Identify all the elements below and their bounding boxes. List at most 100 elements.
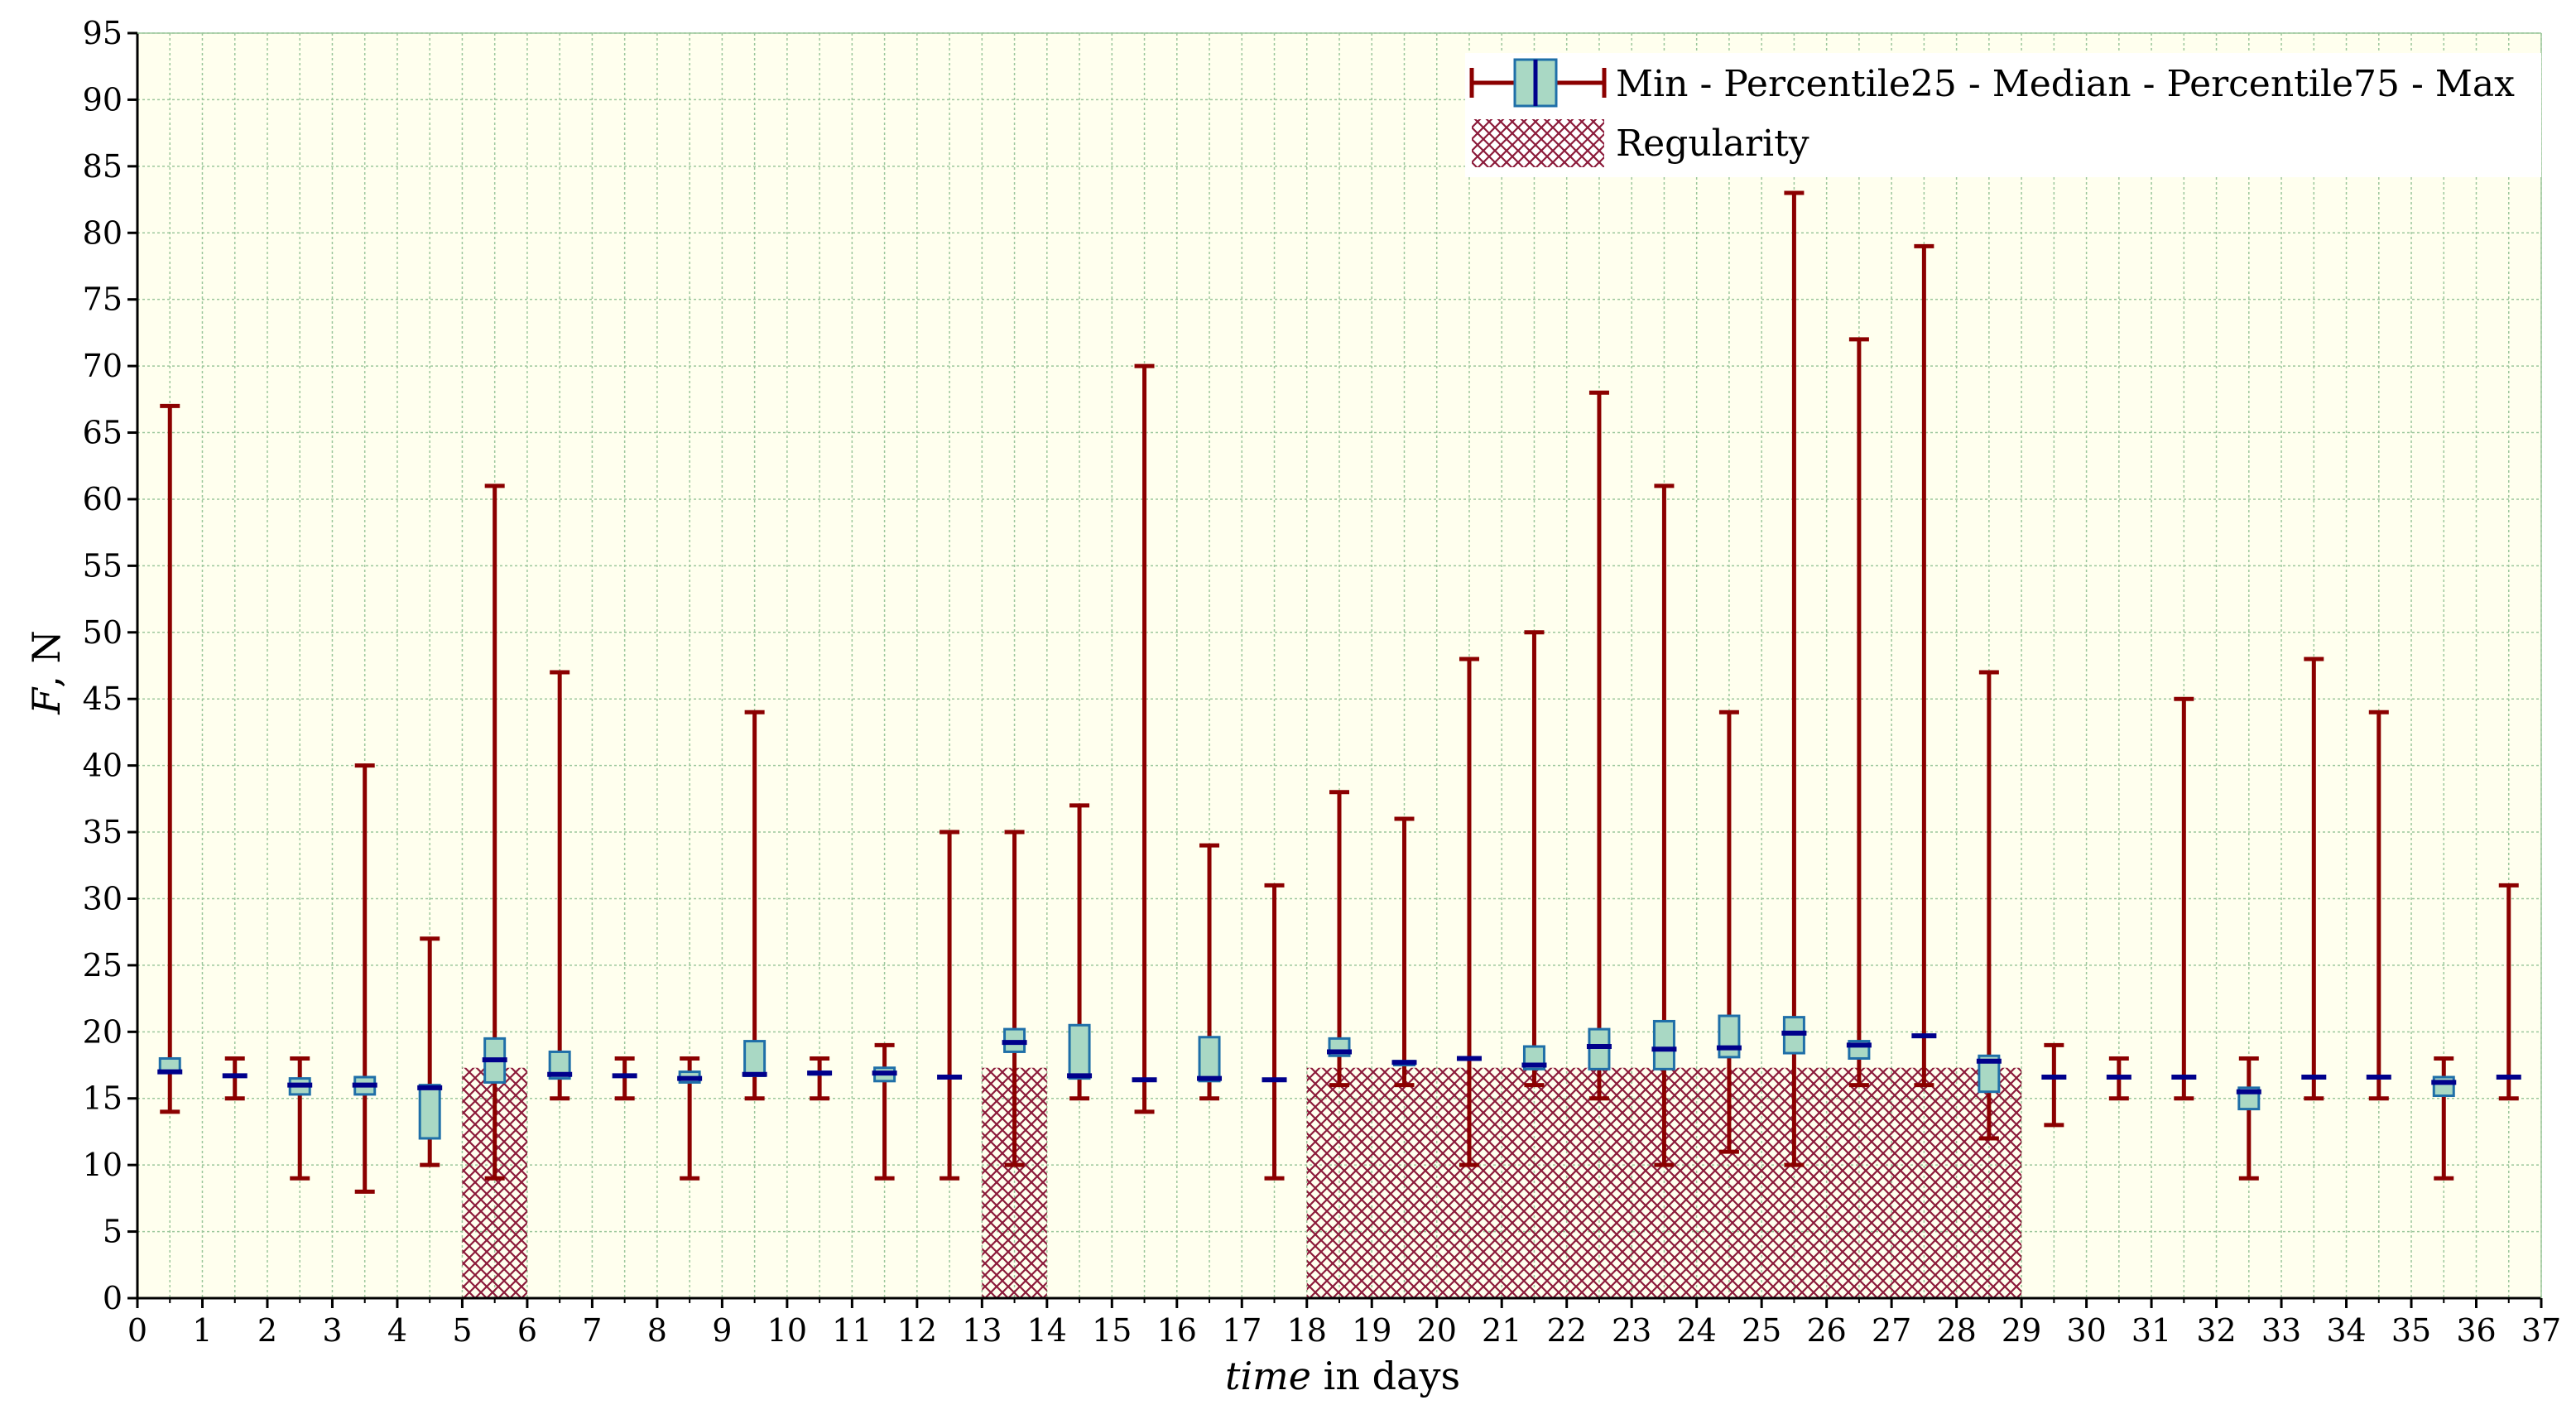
y-tick-label: 5 xyxy=(103,1214,123,1250)
y-tick-label: 35 xyxy=(83,814,123,850)
y-tick-label: 10 xyxy=(83,1147,123,1183)
x-tick-label: 11 xyxy=(832,1312,872,1349)
box-item xyxy=(1651,483,1677,1167)
box-item xyxy=(352,763,377,1194)
x-tick-label: 20 xyxy=(1417,1312,1457,1349)
box-item xyxy=(1846,337,1872,1088)
x-tick-label: 12 xyxy=(897,1312,937,1349)
tick-labels: 0 1 2 3 4 5 6 7 8 9 10 11 12 13 14 15 16 17 18 19 20 21 22 23 24… xyxy=(83,15,2562,1349)
x-tick-label: 4 xyxy=(387,1312,407,1349)
box-item xyxy=(2301,657,2327,1101)
box-item xyxy=(287,1056,313,1181)
y-tick-label: 45 xyxy=(83,681,123,717)
legend-box-label: Min - Percentile25 - Median - Percentile… xyxy=(1616,63,2515,105)
y-axis-label-italic: F xyxy=(24,686,69,715)
box-item xyxy=(1586,390,1612,1101)
y-tick-label: 30 xyxy=(83,880,123,916)
y-tick-label: 70 xyxy=(83,348,123,384)
y-tick-label: 60 xyxy=(83,481,123,517)
x-tick-label: 31 xyxy=(2131,1312,2171,1349)
x-axis-label-rest: in days xyxy=(1311,1354,1460,1398)
x-tick-label: 6 xyxy=(517,1312,537,1349)
x-tick-label: 23 xyxy=(1612,1312,1651,1349)
box-item xyxy=(937,830,963,1181)
x-tick-label: 30 xyxy=(2066,1312,2106,1349)
box-item xyxy=(2106,1056,2131,1101)
box-item xyxy=(2431,1056,2457,1181)
box-item xyxy=(1197,843,1223,1101)
box-item xyxy=(612,1056,637,1101)
x-tick-label: 28 xyxy=(1936,1312,1976,1349)
box-item xyxy=(2171,696,2197,1101)
y-tick-label: 85 xyxy=(83,148,123,185)
x-tick-label: 17 xyxy=(1222,1312,1262,1349)
box-item xyxy=(1067,803,1093,1101)
box-item xyxy=(742,710,767,1101)
y-axis-label-rest: , N xyxy=(24,630,69,688)
box-item xyxy=(1716,710,1742,1154)
box-item xyxy=(1456,657,1482,1167)
x-tick-label: 34 xyxy=(2326,1312,2366,1349)
x-axis-label: time in days xyxy=(1225,1354,1460,1398)
box-item xyxy=(2366,710,2391,1101)
y-tick-label: 15 xyxy=(83,1080,123,1117)
box-item xyxy=(1521,630,1547,1088)
box-item xyxy=(417,936,443,1167)
x-tick-label: 1 xyxy=(192,1312,212,1349)
x-tick-label: 7 xyxy=(582,1312,602,1349)
box-item xyxy=(222,1056,248,1101)
x-tick-label: 33 xyxy=(2261,1312,2301,1349)
box-item xyxy=(2236,1056,2261,1181)
x-tick-label: 24 xyxy=(1676,1312,1716,1349)
y-tick-label: 75 xyxy=(83,281,123,318)
y-tick-label: 50 xyxy=(83,614,123,651)
box-item xyxy=(1262,883,1287,1181)
box-iqr xyxy=(1652,1019,1675,1070)
x-tick-label: 14 xyxy=(1027,1312,1067,1349)
legend-background xyxy=(1465,53,2541,177)
x-tick-label: 29 xyxy=(2002,1312,2041,1349)
x-tick-label: 16 xyxy=(1157,1312,1197,1349)
x-tick-label: 37 xyxy=(2521,1312,2561,1349)
box-item xyxy=(807,1056,833,1101)
x-tick-label: 35 xyxy=(2391,1312,2431,1349)
x-tick-label: 0 xyxy=(127,1312,147,1349)
box-item xyxy=(872,1042,897,1181)
x-tick-label: 9 xyxy=(712,1312,732,1349)
box-item xyxy=(677,1056,703,1181)
box-item xyxy=(2041,1042,2067,1128)
x-axis-label-italic: time xyxy=(1225,1354,1311,1398)
x-tick-label: 26 xyxy=(1806,1312,1846,1349)
box-item xyxy=(1132,363,1157,1114)
y-tick-label: 65 xyxy=(83,415,123,451)
box-item xyxy=(1911,243,1937,1088)
y-tick-label: 25 xyxy=(83,947,123,984)
box-item xyxy=(1781,190,1807,1167)
box-iqr xyxy=(2432,1075,2455,1098)
box-iqr xyxy=(1068,1023,1091,1080)
x-tick-label: 2 xyxy=(257,1312,277,1349)
box-iqr xyxy=(1198,1036,1221,1083)
x-tick-label: 27 xyxy=(1872,1312,1911,1349)
box-item xyxy=(1327,790,1352,1088)
y-tick-label: 55 xyxy=(83,547,123,584)
x-tick-label: 13 xyxy=(962,1312,1002,1349)
x-tick-label: 36 xyxy=(2456,1312,2496,1349)
y-axis-label: F, N xyxy=(24,630,69,714)
box-iqr xyxy=(418,1084,441,1140)
y-tick-label: 95 xyxy=(83,15,123,51)
box-item xyxy=(547,670,573,1101)
y-tick-label: 80 xyxy=(83,214,123,251)
y-tick-label: 20 xyxy=(83,1013,123,1050)
box-item xyxy=(1976,670,2002,1141)
box-item xyxy=(1391,816,1417,1088)
legend-box-symbol xyxy=(1469,58,1607,108)
box-item xyxy=(2496,883,2521,1101)
legend-regularity-label: Regularity xyxy=(1616,123,1809,165)
box-series xyxy=(157,190,2521,1194)
x-tick-label: 3 xyxy=(322,1312,342,1349)
x-tick-label: 5 xyxy=(452,1312,472,1349)
x-tick-label: 25 xyxy=(1742,1312,1781,1349)
